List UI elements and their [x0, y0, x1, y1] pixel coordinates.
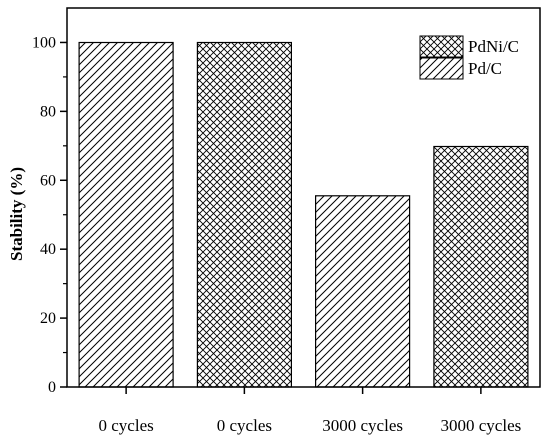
plot-frame [66, 7, 541, 388]
y-tick-label-1: 20 [40, 310, 56, 327]
y-tick-label-3: 60 [40, 172, 56, 189]
legend-label-0: PdNi/C [468, 37, 519, 56]
x-tick-label-2: 3000 cycles [322, 416, 403, 435]
axes-layer [66, 7, 541, 388]
x-tick-label-1: 0 cycles [217, 416, 272, 435]
y-tick-label-4: 80 [40, 103, 56, 120]
labels-layer: Stability (%) [7, 167, 26, 261]
legend-swatch-1 [419, 57, 464, 80]
legend-label-1: Pd/C [468, 59, 502, 78]
x-tick-label-0: 0 cycles [99, 416, 154, 435]
y-tick-label-5: 100 [32, 34, 56, 51]
bar-1 [196, 41, 292, 388]
legend-swatch-0 [419, 35, 464, 58]
bars-layer [78, 41, 529, 388]
legend: PdNi/C Pd/C [416, 33, 534, 81]
x-tick-label-3: 3000 cycles [441, 416, 522, 435]
bar-3 [433, 145, 529, 388]
bar-0 [78, 41, 174, 388]
bar-2 [315, 195, 411, 388]
ticks-layer: 0 20 40 60 80 100 0 cycles 0 cycles 3000 cycles 3… [32, 34, 521, 435]
y-tick-label-2: 40 [40, 241, 56, 258]
y-axis-label: Stability (%) [7, 167, 26, 261]
y-tick-label-0: 0 [48, 379, 56, 396]
